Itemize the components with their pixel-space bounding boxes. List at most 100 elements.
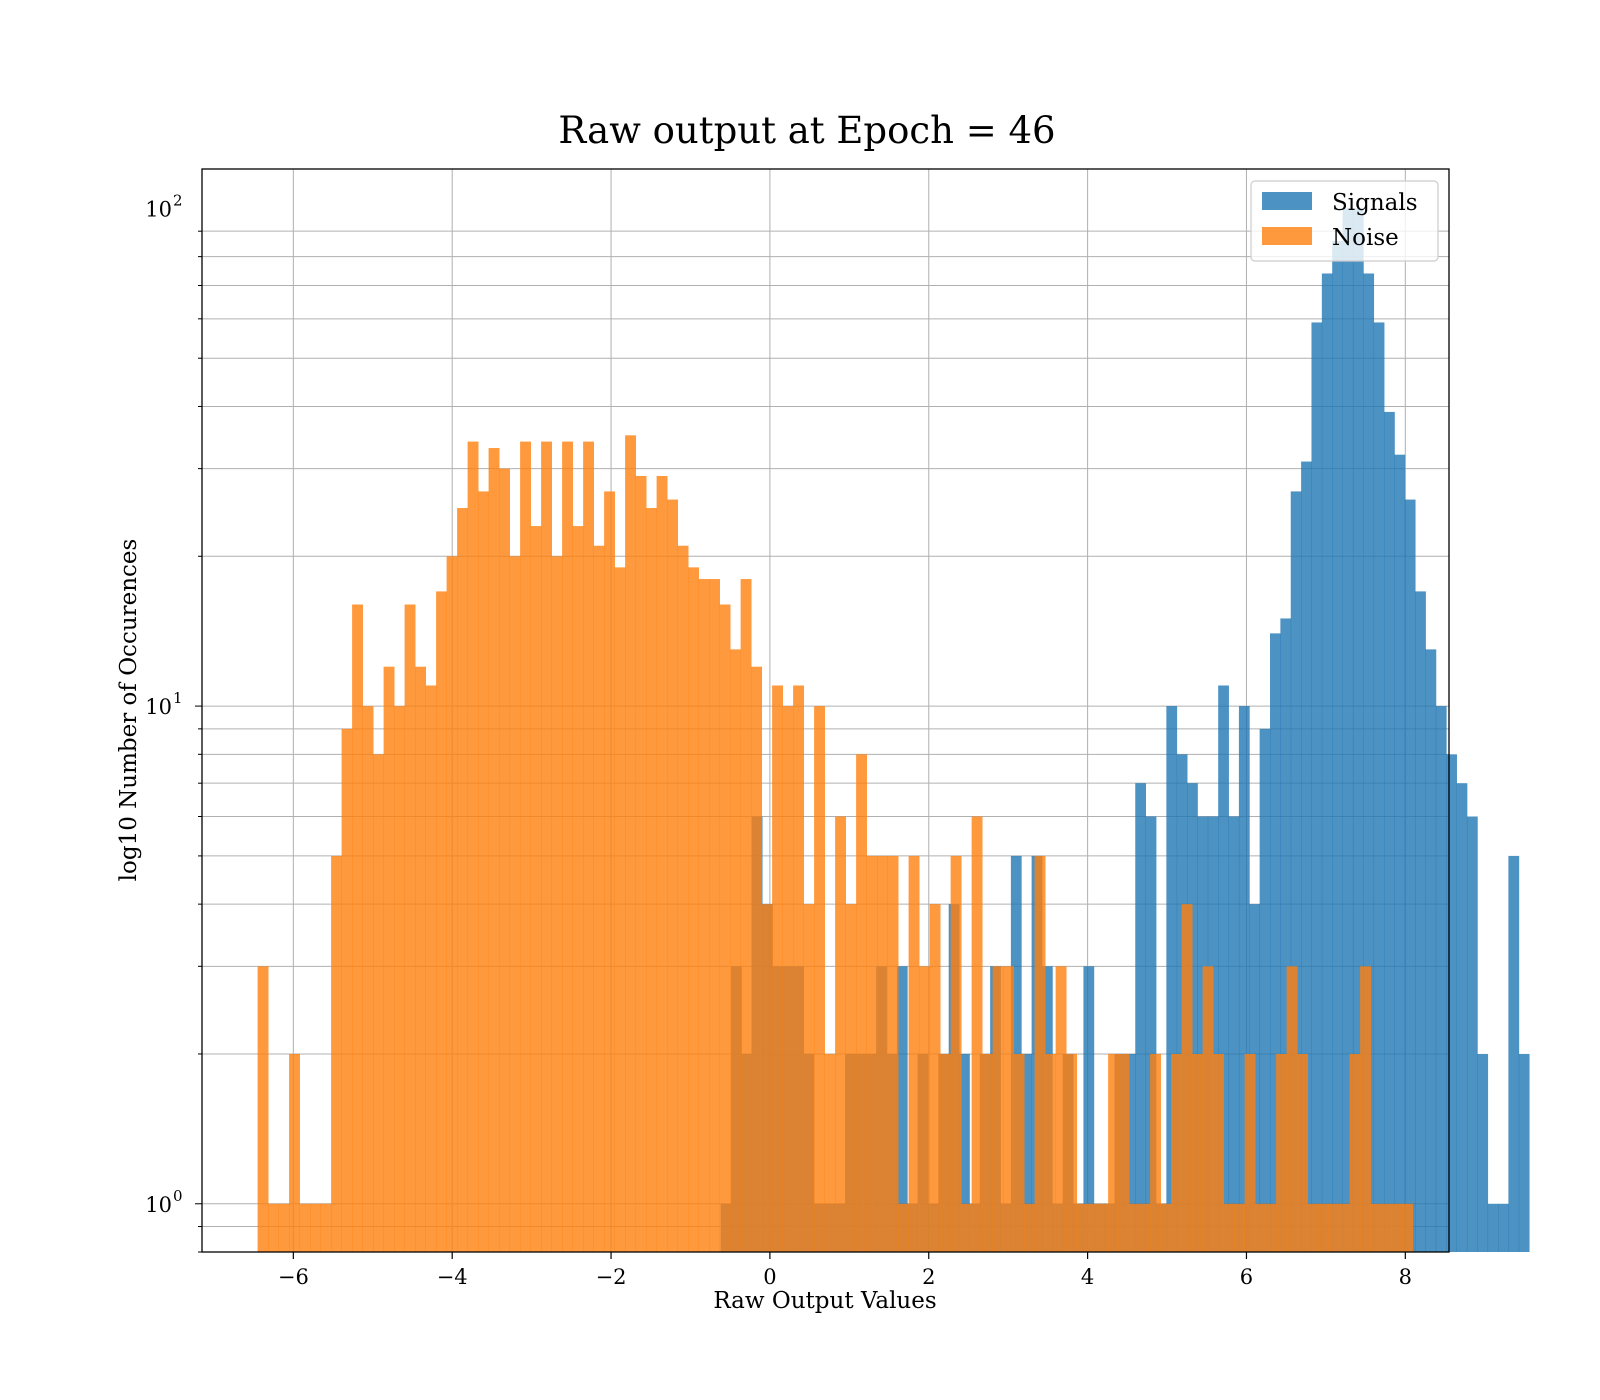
- noise-bar: [1181, 904, 1193, 1252]
- signals-bar: [1446, 754, 1457, 1252]
- noise-bar: [1150, 1053, 1162, 1252]
- noise-bar: [719, 604, 731, 1252]
- noise-bar: [341, 728, 353, 1252]
- noise-bar: [656, 475, 668, 1252]
- noise-bar: [793, 685, 805, 1252]
- noise-bar: [1171, 1053, 1183, 1252]
- signals-bar: [1238, 706, 1250, 1252]
- noise-bar: [1013, 1053, 1025, 1252]
- signals-bar: [1218, 685, 1229, 1252]
- noise-bar: [583, 441, 595, 1252]
- signals-bar: [1270, 633, 1281, 1252]
- noise-bar: [415, 666, 427, 1252]
- noise-bar: [919, 966, 931, 1252]
- noise-bar: [751, 666, 763, 1252]
- signals-bar: [1145, 816, 1157, 1252]
- signals-bar: [1083, 966, 1095, 1252]
- signals-bar: [1394, 454, 1406, 1252]
- legend: Signals Noise: [1250, 180, 1439, 262]
- signals-bar: [1280, 618, 1292, 1252]
- noise-bar: [436, 591, 448, 1252]
- noise-bar: [467, 441, 479, 1252]
- signals-bar: [1332, 241, 1343, 1252]
- noise-bar: [1223, 1203, 1235, 1252]
- x-tick-label: 8: [1399, 1265, 1412, 1289]
- noise-bar: [541, 441, 553, 1252]
- noise-bar: [730, 649, 742, 1252]
- signals-bar: [1498, 1203, 1509, 1252]
- noise-bar: [1318, 1203, 1330, 1252]
- signals-bar: [1352, 208, 1364, 1253]
- noise-bar: [593, 545, 605, 1252]
- noise-bar: [782, 706, 794, 1252]
- noise-bar: [961, 1203, 973, 1252]
- noise-bar: [1139, 1203, 1151, 1252]
- signals-bar: [1518, 1053, 1530, 1252]
- noise-bar: [1108, 1053, 1120, 1252]
- signals-bar: [896, 966, 908, 1252]
- noise-bar: [1381, 1203, 1393, 1252]
- noise-bar: [698, 579, 710, 1252]
- noise-bar: [562, 441, 574, 1252]
- noise-bar: [866, 855, 878, 1252]
- noise-bar: [499, 468, 511, 1252]
- noise-bar: [814, 706, 826, 1252]
- x-tick-label: −6: [278, 1265, 309, 1289]
- signals-bar: [1363, 273, 1375, 1253]
- y-tick-label: 10: [145, 197, 172, 221]
- noise-bar: [824, 1053, 836, 1252]
- signals-bar: [1508, 855, 1520, 1252]
- noise-bar: [1360, 966, 1372, 1252]
- noise-bar: [1265, 1203, 1277, 1252]
- noise-bar: [761, 904, 773, 1252]
- noise-bar: [1286, 966, 1298, 1252]
- signals-bar: [959, 1053, 970, 1252]
- noise-bar: [1003, 966, 1015, 1252]
- noise-bar: [908, 855, 920, 1252]
- noise-bar: [520, 441, 532, 1252]
- noise-bar: [1160, 1203, 1172, 1252]
- signals-bar: [1425, 649, 1437, 1252]
- noise-bar: [1034, 855, 1046, 1252]
- noise-bar: [1339, 1203, 1351, 1252]
- signals-bar: [1415, 591, 1426, 1252]
- noise-bar: [898, 1203, 910, 1252]
- noise-bar: [394, 706, 406, 1252]
- noise-bar: [856, 754, 868, 1252]
- y-tick-exponent: 0: [173, 1187, 183, 1205]
- noise-bar: [373, 754, 385, 1252]
- noise-bar: [772, 685, 784, 1252]
- noise-bar: [352, 604, 364, 1252]
- noise-bar: [1118, 1053, 1130, 1252]
- noise-bar: [257, 966, 269, 1252]
- noise-bar: [677, 545, 689, 1252]
- noise-bar: [457, 508, 469, 1253]
- y-tick-label: 10: [145, 1193, 172, 1217]
- x-tick-label: 4: [1081, 1265, 1094, 1289]
- noise-bar: [1192, 1053, 1204, 1252]
- noise-bar: [1213, 1053, 1225, 1252]
- legend-swatch-noise: [1262, 227, 1312, 245]
- noise-bar: [625, 435, 637, 1252]
- noise-bar: [1297, 1053, 1309, 1252]
- legend-swatch-signals: [1262, 192, 1312, 210]
- noise-bar: [320, 1203, 332, 1252]
- noise-bar: [992, 966, 1004, 1252]
- noise-bar: [1076, 1203, 1088, 1252]
- noise-bar: [488, 448, 500, 1252]
- noise-bar: [1234, 1203, 1246, 1252]
- signals-bar: [1487, 1203, 1499, 1252]
- noise-bar: [688, 567, 700, 1252]
- noise-bar: [845, 904, 857, 1252]
- x-tick-label: 0: [763, 1265, 776, 1289]
- noise-bar: [289, 1053, 300, 1252]
- noise-bar: [425, 685, 437, 1252]
- noise-bar: [646, 508, 658, 1253]
- signals-bar: [1321, 273, 1333, 1253]
- noise-bar: [929, 904, 941, 1252]
- x-tick-label: −4: [437, 1265, 468, 1289]
- noise-bar: [299, 1203, 311, 1252]
- signals-bar: [1228, 816, 1240, 1252]
